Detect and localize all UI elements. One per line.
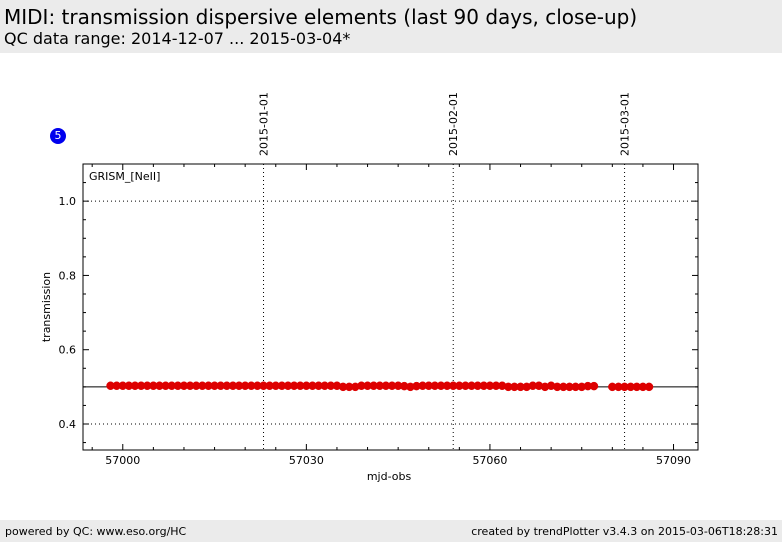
page-subtitle: QC data range: 2014-12-07 ... 2015-03-04…	[4, 29, 351, 48]
plot-area: 0.4 0.6 0.8 1.0 57000 57030 57060 57090	[59, 163, 699, 467]
footer-credit: powered by QC: www.eso.org/HC	[5, 525, 187, 538]
y-tick-label: 0.6	[59, 344, 77, 357]
date-marker-label: 2015-03-01	[619, 92, 632, 156]
axes-frame	[82, 163, 699, 451]
y-axis-label: transmission	[40, 272, 53, 342]
y-tick-label: 0.8	[59, 269, 77, 282]
x-tick-label: 57000	[105, 454, 140, 467]
footer-generator: created by trendPlotter v3.4.3 on 2015-0…	[471, 525, 778, 538]
y-tick-label: 1.0	[59, 195, 77, 208]
data-point	[644, 382, 654, 392]
x-axis-label: mjd-obs	[367, 470, 412, 483]
date-marker-label: 2015-02-01	[447, 92, 460, 156]
date-marker-label: 2015-01-01	[258, 92, 271, 156]
data-point	[589, 381, 599, 391]
footer-bar: powered by QC: www.eso.org/HC created by…	[0, 520, 782, 542]
header-bar: MIDI: transmission dispersive elements (…	[0, 0, 782, 53]
x-tick-label: 57060	[472, 454, 507, 467]
page-title: MIDI: transmission dispersive elements (…	[4, 5, 638, 29]
x-tick-label: 57090	[656, 454, 691, 467]
panel-label: GRISM_[NeII]	[89, 170, 160, 183]
date-marker-labels: 2015-01-01 2015-02-01 2015-03-01	[258, 92, 632, 156]
x-tick-label: 57030	[289, 454, 324, 467]
report-number-badge[interactable]: 5	[50, 128, 66, 144]
y-tick-label: 0.4	[59, 418, 77, 431]
